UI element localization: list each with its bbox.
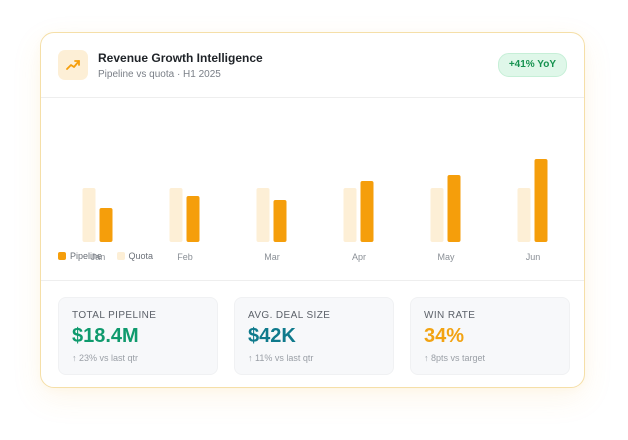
bar-quota-may xyxy=(430,188,444,242)
card-title: Revenue Growth Intelligence xyxy=(98,51,263,65)
stat-total-pipeline: TOTAL PIPELINE $18.4M ↑ 23% vs last qtr xyxy=(58,297,218,375)
stat-avg-deal-size: AVG. DEAL SIZE $42K ↑ 11% vs last qtr xyxy=(234,297,394,375)
x-tick-label: Apr xyxy=(352,252,366,262)
bar-pipeline-apr xyxy=(360,181,374,242)
stat-label: AVG. DEAL SIZE xyxy=(248,310,331,321)
bar-pipeline-mar xyxy=(273,200,287,242)
bar-pipeline-jun xyxy=(534,159,548,242)
x-tick-label: Jan xyxy=(91,252,106,262)
x-tick-label: Mar xyxy=(264,252,280,262)
stat-label: TOTAL PIPELINE xyxy=(72,310,157,321)
legend-swatch-pipeline xyxy=(58,251,66,260)
bar-quota-feb xyxy=(169,188,183,242)
bar-pipeline-may xyxy=(447,175,461,242)
stat-label: WIN RATE xyxy=(424,310,476,321)
card-subtitle: Pipeline vs quota · H1 2025 xyxy=(98,69,221,80)
legend-item-pipeline: Pipeline xyxy=(58,251,102,261)
stat-value: $18.4M xyxy=(72,325,139,347)
x-tick-label: May xyxy=(437,252,455,262)
stat-value: 34% xyxy=(424,325,465,347)
bar-quota-jan xyxy=(82,188,96,242)
stat-value: $42K xyxy=(248,325,296,347)
revenue-card: Revenue Growth Intelligence Pipeline vs … xyxy=(40,32,585,388)
stat-win-rate: WIN RATE 34% ↑ 8pts vs target xyxy=(410,297,570,375)
yoy-badge: +41% YoY xyxy=(497,53,567,77)
card-header: Revenue Growth Intelligence Pipeline vs … xyxy=(41,33,584,98)
chart-legend: Pipeline Quota xyxy=(58,250,165,264)
legend-swatch-quota xyxy=(116,251,125,260)
stat-change: ↑ 11% vs last qtr xyxy=(248,353,314,363)
bar-chart-area: Jan Feb Mar Apr May Jun xyxy=(41,99,584,279)
bar-quota-mar xyxy=(256,188,270,242)
x-tick-label: Jun xyxy=(526,252,541,262)
bar-pipeline-feb xyxy=(186,196,200,242)
bar-quota-jun xyxy=(517,188,531,242)
legend-label-quota: Quota xyxy=(128,250,154,261)
legend-item-quota: Quota xyxy=(116,250,154,261)
trending-up-icon xyxy=(58,50,88,80)
legend-label-pipeline: Pipeline xyxy=(70,250,103,261)
bar-pipeline-jan xyxy=(99,208,113,242)
x-tick-label: Feb xyxy=(177,252,193,262)
stats-row: TOTAL PIPELINE $18.4M ↑ 23% vs last qtr … xyxy=(58,297,570,375)
stat-change: ↑ 23% vs last qtr xyxy=(72,353,139,363)
section-divider xyxy=(41,280,584,281)
bar-chart: Jan Feb Mar Apr May Jun xyxy=(82,159,548,262)
stat-change: ↑ 8pts vs target xyxy=(424,353,486,363)
bar-quota-apr xyxy=(343,188,357,242)
